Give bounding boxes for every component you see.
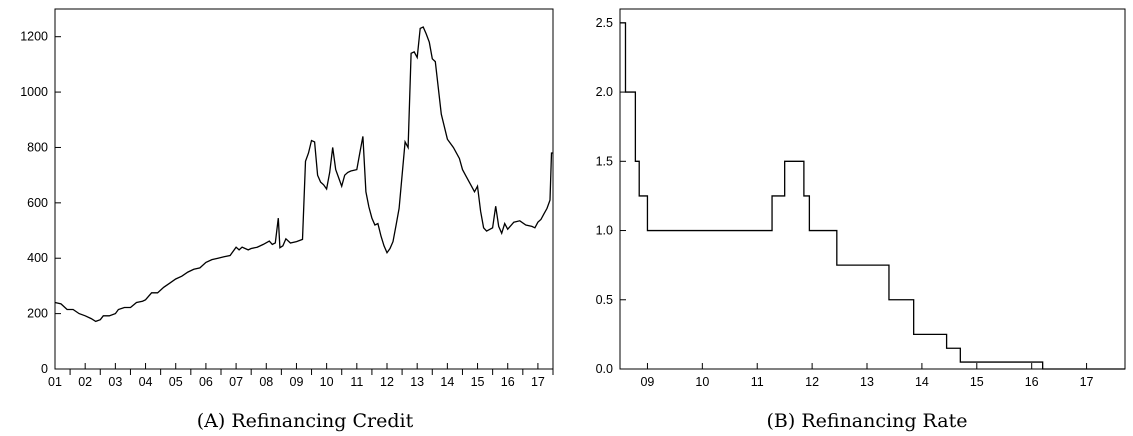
x-axis-ticks: 01 02 03 04 05 06 07 08 09 10 11 12 13 14 15 16 17: [48, 363, 554, 389]
x-tick-label: 16: [1025, 375, 1039, 389]
x-tick-label: 12: [380, 375, 394, 389]
x-tick-label: 11: [350, 375, 363, 389]
x-tick-label: 10: [695, 375, 709, 389]
plot-frame: [54, 8, 554, 370]
x-tick-label: 15: [970, 375, 984, 389]
plot-frame: [619, 8, 1126, 370]
y-tick-label: 1.5: [596, 154, 613, 168]
x-tick-label: 13: [860, 375, 874, 389]
chart-panel-a: 0 200 400 600 800 1000 1200 01 02 03 04 05 06 07 08 09…: [0, 0, 566, 436]
y-tick-label: 2.0: [596, 85, 613, 99]
y-tick-label: 600: [27, 196, 48, 210]
x-tick-label: 02: [78, 375, 92, 389]
x-tick-label: 08: [259, 375, 273, 389]
x-tick-label: 03: [108, 375, 122, 389]
y-tick-label: 2.5: [596, 16, 613, 30]
y-tick-label: 0: [41, 362, 48, 376]
x-tick-label: 04: [139, 375, 153, 389]
y-axis-ticks: 0.0 0.5 1.0 1.5 2.0 2.5: [596, 16, 626, 376]
x-tick-label: 09: [290, 375, 304, 389]
refinancing-credit-chart: 0 200 400 600 800 1000 1200 01 02 03 04 05 06 07 08 09…: [20, 8, 554, 432]
y-tick-label: 1200: [20, 30, 48, 44]
y-tick-label: 1000: [20, 85, 48, 99]
x-tick-label: 14: [440, 375, 454, 389]
y-tick-label: 200: [27, 307, 48, 321]
x-axis-ticks: 09 10 11 12 13 14 15 16 17: [640, 363, 1094, 389]
series-step-line: [620, 22, 1125, 370]
x-tick-label: 05: [169, 375, 183, 389]
y-tick-label: 400: [27, 251, 48, 265]
y-tick-label: 1.0: [596, 224, 613, 238]
x-tick-label: 09: [640, 375, 654, 389]
x-tick-label: 13: [410, 375, 424, 389]
chart-caption: (B) Refinancing Rate: [767, 410, 968, 432]
chart-panel-b: 0.0 0.5 1.0 1.5 2.0 2.5 09 10 11 12 13 14 15 16 17 (B…: [567, 0, 1133, 436]
x-tick-label: 12: [805, 375, 819, 389]
y-tick-label: 800: [27, 140, 48, 154]
y-axis-ticks: 0 200 400 600 800 1000 1200: [20, 30, 61, 376]
chart-caption: (A) Refinancing Credit: [197, 410, 414, 432]
x-tick-label: 11: [751, 375, 764, 389]
y-tick-label: 0.5: [596, 293, 613, 307]
x-tick-label: 07: [229, 375, 243, 389]
y-tick-label: 0.0: [596, 362, 613, 376]
series-line: [54, 26, 553, 323]
x-tick-label: 01: [48, 375, 62, 389]
x-tick-label: 17: [531, 375, 545, 389]
x-tick-label: 06: [199, 375, 213, 389]
x-tick-label: 10: [320, 375, 334, 389]
x-tick-label: 14: [915, 375, 929, 389]
x-tick-label: 15: [471, 375, 485, 389]
x-tick-label: 16: [501, 375, 515, 389]
refinancing-rate-chart: 0.0 0.5 1.0 1.5 2.0 2.5 09 10 11 12 13 14 15 16 17 (B…: [596, 8, 1126, 432]
x-tick-label: 17: [1080, 375, 1094, 389]
